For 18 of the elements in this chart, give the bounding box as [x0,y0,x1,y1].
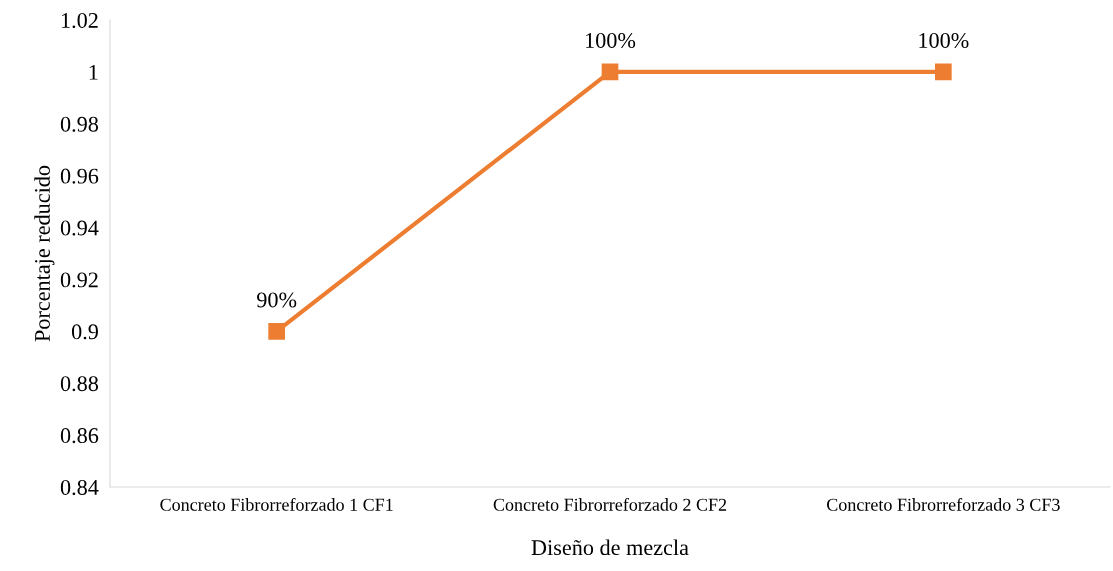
x-tick-label: Concreto Fibrorreforzado 2 CF2 [493,497,727,511]
data-label: 100% [919,32,969,48]
y-tick-label: 1.02 [61,12,98,29]
x-axis-title: Diseño de mezcla [531,539,689,556]
x-tick-label: Concreto Fibrorreforzado 1 CF1 [160,497,393,511]
y-tick-label: 0.86 [60,428,99,444]
y-tick-label: 1 [89,64,98,80]
y-tick-label: 0.96 [60,168,99,184]
data-label: 90% [257,292,297,308]
y-axis-title: Porcentaje reducido [34,165,55,342]
y-tick-label: 0.98 [60,116,99,132]
y-tick-label: 0.92 [60,272,98,288]
y-tick-label: 0.88 [60,376,99,392]
y-tick-label: 0.94 [60,220,99,236]
y-tick-label: 0.9 [71,324,98,340]
y-tick-label: 0.84 [60,479,99,496]
x-tick-label: Concreto Fibrorreforzado 3 CF3 [826,497,1060,511]
data-label: 100% [586,32,636,48]
